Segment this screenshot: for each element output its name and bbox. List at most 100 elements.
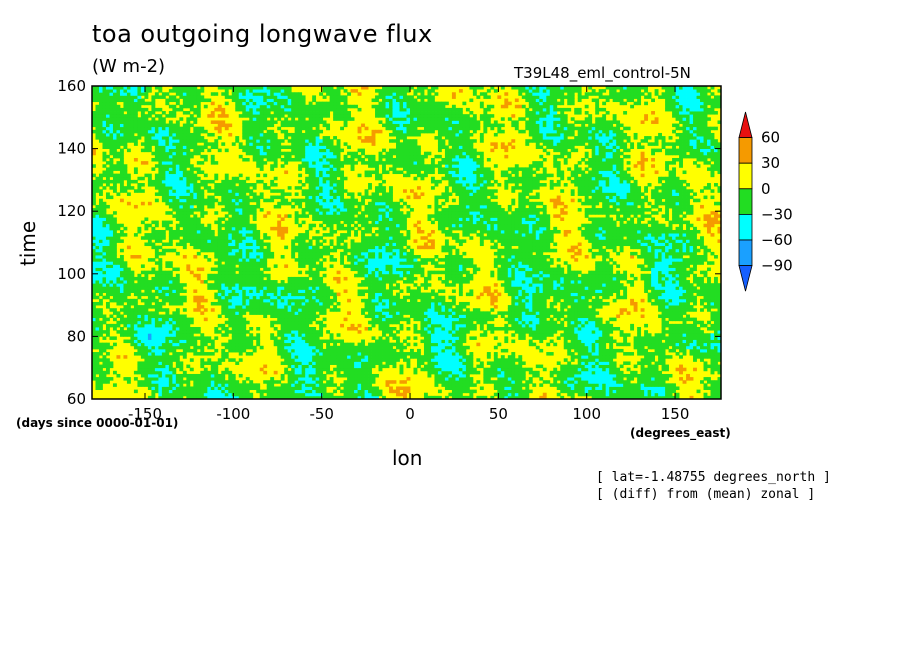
heatmap-cell — [458, 348, 463, 353]
heatmap-cell — [707, 395, 711, 399]
heatmap-cell — [186, 320, 191, 325]
heatmap-cell — [521, 383, 526, 387]
heatmap-cell — [682, 311, 687, 315]
heatmap-cell — [651, 367, 655, 372]
heatmap-cell — [640, 308, 645, 312]
heatmap-cell — [151, 298, 156, 303]
heatmap-cell — [399, 305, 404, 309]
heatmap-cell — [567, 276, 572, 281]
heatmap-cell — [210, 283, 215, 287]
heatmap-cell — [364, 361, 369, 365]
heatmap-cell — [591, 320, 596, 325]
heatmap-cell — [710, 342, 715, 347]
heatmap-cell — [549, 323, 554, 328]
heatmap-cell — [336, 276, 341, 281]
heatmap-cell — [717, 298, 721, 303]
heatmap-cell — [416, 301, 421, 306]
heatmap-cell — [182, 295, 187, 300]
heatmap-cell — [556, 336, 561, 340]
heatmap-cell — [175, 383, 180, 387]
heatmap-cell — [574, 389, 579, 394]
heatmap-cell — [668, 295, 673, 300]
heatmap-cell — [707, 342, 711, 347]
heatmap-cell — [654, 377, 659, 381]
heatmap-cell — [165, 373, 170, 378]
heatmap-cell — [165, 314, 170, 319]
heatmap-cell — [651, 292, 655, 297]
heatmap-cell — [710, 286, 715, 290]
heatmap-cell — [203, 370, 208, 375]
heatmap-cell — [703, 295, 708, 300]
heatmap-cell — [581, 345, 586, 350]
heatmap-cell — [420, 361, 425, 365]
heatmap-cell — [389, 286, 393, 290]
heatmap-cell — [469, 355, 474, 359]
heatmap-cell — [256, 383, 261, 387]
heatmap-cell — [455, 361, 460, 365]
heatmap-cell — [126, 317, 131, 322]
heatmap-cell — [448, 348, 453, 353]
heatmap-cell — [242, 389, 247, 394]
heatmap-cell — [430, 317, 435, 322]
heatmap-cell — [326, 292, 331, 297]
heatmap-cell — [647, 373, 652, 378]
heatmap-cell — [672, 333, 676, 337]
heatmap-cell — [361, 339, 365, 344]
heatmap-cell — [326, 289, 331, 293]
heatmap-cell — [389, 317, 393, 322]
heatmap-cell — [287, 311, 292, 315]
heatmap-cell — [235, 323, 240, 328]
heatmap-cell — [700, 289, 704, 293]
heatmap-cell — [312, 283, 317, 287]
heatmap-cell — [385, 323, 390, 328]
heatmap-cell — [228, 380, 233, 384]
heatmap-cell — [200, 377, 205, 381]
heatmap-cell — [378, 301, 383, 306]
heatmap-cell — [661, 386, 666, 391]
heatmap-cell — [312, 276, 317, 281]
heatmap-cell — [602, 336, 607, 340]
heatmap-cell — [315, 292, 320, 297]
heatmap-cell — [137, 367, 142, 372]
heatmap-cell — [451, 298, 456, 303]
heatmap-cell — [221, 301, 226, 306]
heatmap-cell — [389, 386, 393, 391]
heatmap-cell — [312, 355, 317, 359]
heatmap-cell — [427, 333, 432, 337]
heatmap-cell — [137, 276, 142, 281]
heatmap-cell — [581, 286, 586, 290]
heatmap-cell — [210, 383, 215, 387]
heatmap-cell — [560, 270, 565, 275]
heatmap-cell — [633, 342, 638, 347]
heatmap-cell — [385, 339, 390, 344]
heatmap-cell — [109, 336, 114, 340]
heatmap-cell — [675, 283, 680, 287]
heatmap-cell — [224, 342, 229, 347]
heatmap-cell — [609, 280, 614, 284]
heatmap-cell — [658, 333, 662, 337]
heatmap-cell — [147, 355, 152, 359]
heatmap-cell — [598, 342, 603, 347]
heatmap-cell — [382, 348, 386, 353]
heatmap-cell — [217, 392, 222, 397]
heatmap-cell — [154, 342, 159, 347]
heatmap-cell — [179, 317, 184, 322]
heatmap-cell — [396, 345, 400, 350]
heatmap-cell — [238, 314, 243, 319]
heatmap-cell — [326, 358, 331, 362]
heatmap-cell — [291, 377, 296, 381]
heatmap-cell — [322, 317, 327, 322]
heatmap-cell — [263, 301, 268, 306]
heatmap-cell — [717, 314, 721, 319]
heatmap-cell — [633, 389, 638, 394]
heatmap-cell — [675, 314, 680, 319]
heatmap-cell — [242, 339, 247, 344]
heatmap-cell — [696, 327, 701, 331]
heatmap-cell — [560, 286, 565, 290]
heatmap-cell — [382, 330, 386, 334]
heatmap-cell — [291, 301, 296, 306]
heatmap-cell — [298, 355, 303, 359]
heatmap-cell — [451, 361, 456, 365]
heatmap-cell — [154, 308, 159, 312]
heatmap-cell — [717, 392, 721, 397]
